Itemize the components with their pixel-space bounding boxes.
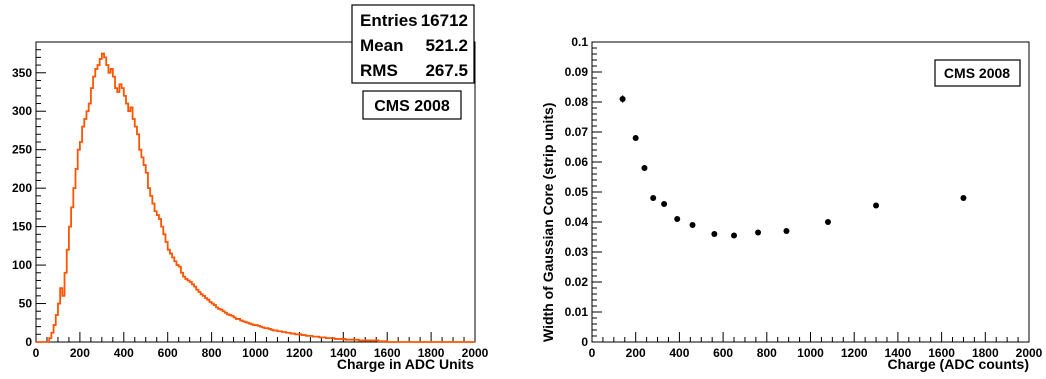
stats-rms-label: RMS xyxy=(360,61,398,80)
data-point xyxy=(755,229,762,236)
stats-mean-value: 521.2 xyxy=(425,36,468,55)
left-x-axis-label: Charge in ADC Units xyxy=(337,356,474,372)
left-cms-label-frame xyxy=(362,90,462,120)
left-x-tick-label: 2000 xyxy=(462,346,489,360)
right-x-tick-label: 200 xyxy=(626,346,646,360)
right-cms-label-frame xyxy=(934,59,1021,87)
left-y-tick-label: 100 xyxy=(12,258,32,272)
right-y-axis: 0 0.01 0.02 0.03 0.04 0.05 0.06 0.07 0.08 0.09 0.1 xyxy=(565,35,602,349)
right-x-tick-label: 0 xyxy=(589,346,596,360)
right-cms-label-box: CMS 2008 xyxy=(934,59,1021,87)
left-cms-label-box: CMS 2008 xyxy=(362,90,462,120)
right-x-tick-label: 1600 xyxy=(928,346,955,360)
data-point xyxy=(632,135,639,141)
left-y-tick-label: 0 xyxy=(25,335,32,349)
right-x-tick-label: 800 xyxy=(757,346,777,360)
right-y-tick-label: 0.09 xyxy=(565,65,589,79)
right-x-axis-label: Charge (ADC counts) xyxy=(887,356,1029,372)
scatter-points xyxy=(619,95,967,239)
right-x-tick-label: 400 xyxy=(669,346,689,360)
right-y-tick-label: 0.08 xyxy=(565,95,589,109)
data-point xyxy=(960,195,967,201)
width-vs-charge-panel: 0 0.01 0.02 0.03 0.04 0.05 0.06 0.07 0.08 0.09 0.1… xyxy=(540,35,1043,372)
right-x-tick-label: 1200 xyxy=(841,346,868,360)
right-x-tick-label: 2000 xyxy=(1016,346,1043,360)
data-point xyxy=(689,222,696,228)
stats-box-frame xyxy=(351,4,475,84)
right-y-tick-label: 0.06 xyxy=(565,155,589,169)
right-y-tick-label: 0.01 xyxy=(565,305,589,319)
left-y-tick-label: 50 xyxy=(19,297,33,311)
left-y-tick-label: 300 xyxy=(12,104,32,118)
charge-histogram-panel: 0 50 100 150 200 250 300 350 0 200 400 600 800 1000 1… xyxy=(12,4,489,372)
right-x-tick-label: 1800 xyxy=(972,346,999,360)
stats-box: Entries 16712 Mean 521.2 RMS 267.5 xyxy=(351,4,475,84)
right-y-tick-label: 0.03 xyxy=(565,245,589,259)
left-y-axis: 0 50 100 150 200 250 300 350 xyxy=(12,49,46,349)
right-y-tick-label: 0.07 xyxy=(565,125,589,139)
data-point xyxy=(641,165,648,171)
left-x-tick-label: 1400 xyxy=(330,346,357,360)
data-point xyxy=(783,228,790,234)
data-point xyxy=(873,202,880,209)
left-x-tick-label: 1600 xyxy=(374,346,401,360)
left-x-tick-label: 1200 xyxy=(286,346,313,360)
data-point xyxy=(650,195,657,201)
data-point xyxy=(661,201,668,207)
histogram-line xyxy=(36,52,475,343)
left-x-tick-label: 600 xyxy=(158,346,178,360)
right-plot-frame xyxy=(591,41,1030,343)
right-x-tick-label: 1400 xyxy=(885,346,912,360)
right-x-tick-label: 600 xyxy=(713,346,733,360)
right-cms-label: CMS 2008 xyxy=(944,65,1010,81)
data-point xyxy=(674,216,681,222)
left-cms-label: CMS 2008 xyxy=(374,98,450,115)
left-x-tick-label: 200 xyxy=(70,346,90,360)
left-y-tick-label: 150 xyxy=(12,220,32,234)
left-x-axis: 0 200 400 600 800 1000 1200 1400 1600 1800 2000 xyxy=(33,332,489,360)
left-y-tick-label: 200 xyxy=(12,181,32,195)
right-y-tick-label: 0.05 xyxy=(565,185,589,199)
stats-entries-label: Entries xyxy=(360,11,418,30)
stats-rms-value: 267.5 xyxy=(425,61,468,80)
left-x-tick-label: 1000 xyxy=(242,346,269,360)
left-x-tick-label: 800 xyxy=(202,346,222,360)
right-y-tick-label: 0 xyxy=(581,335,588,349)
left-x-tick-label: 1800 xyxy=(418,346,445,360)
data-point xyxy=(731,232,738,239)
right-y-axis-label: Width of Gaussian Core (strip units) xyxy=(540,103,556,342)
right-y-tick-label: 0.1 xyxy=(571,35,588,49)
left-x-tick-label: 400 xyxy=(114,346,134,360)
left-y-tick-label: 350 xyxy=(12,66,32,80)
left-y-tick-label: 250 xyxy=(12,143,32,157)
right-x-axis: 0 200 400 600 800 1000 1200 1400 1600 1800 2000 xyxy=(589,332,1043,360)
left-plot-frame xyxy=(35,41,476,343)
right-y-tick-label: 0.02 xyxy=(565,275,589,289)
stats-entries-value: 16712 xyxy=(421,11,468,30)
data-point xyxy=(711,231,718,237)
data-point xyxy=(824,219,831,225)
right-x-tick-label: 1000 xyxy=(797,346,824,360)
stats-mean-label: Mean xyxy=(360,36,403,55)
left-x-tick-label: 0 xyxy=(33,346,40,360)
data-point xyxy=(619,96,626,102)
right-y-tick-label: 0.04 xyxy=(565,215,589,229)
